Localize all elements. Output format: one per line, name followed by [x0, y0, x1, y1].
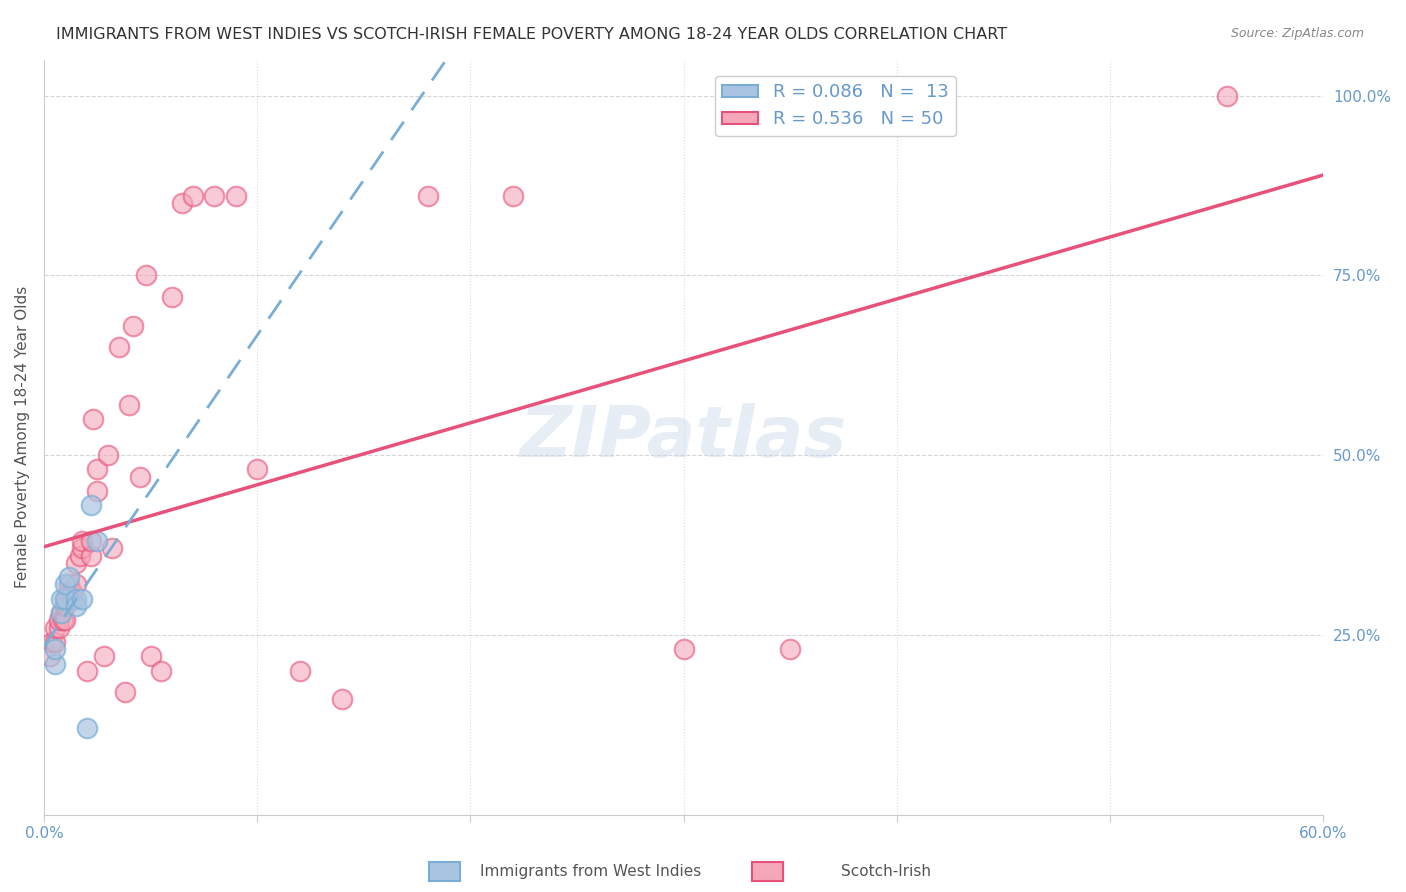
Point	[44, 621, 66, 635]
Point	[58, 570, 80, 584]
Point	[160, 290, 183, 304]
Point	[65, 577, 87, 591]
Point	[53, 599, 76, 613]
Point	[779, 642, 801, 657]
Point	[416, 189, 439, 203]
Point	[53, 577, 76, 591]
Point	[44, 657, 66, 671]
Point	[39, 649, 62, 664]
Point	[48, 621, 70, 635]
Point	[139, 649, 162, 664]
Point	[53, 614, 76, 628]
Y-axis label: Female Poverty Among 18-24 Year Olds: Female Poverty Among 18-24 Year Olds	[15, 286, 30, 588]
Point	[58, 577, 80, 591]
Point	[49, 591, 72, 606]
Point	[49, 606, 72, 620]
Text: Source: ZipAtlas.com: Source: ZipAtlas.com	[1230, 27, 1364, 40]
Point	[41, 635, 63, 649]
Point	[122, 318, 145, 333]
Point	[53, 591, 76, 606]
Text: ZIPatlas: ZIPatlas	[520, 402, 848, 472]
Point	[101, 541, 124, 556]
Point	[118, 398, 141, 412]
Point	[86, 534, 108, 549]
Point	[76, 721, 98, 735]
Point	[502, 189, 524, 203]
Point	[52, 614, 75, 628]
Point	[65, 591, 87, 606]
Point	[288, 664, 311, 678]
Point	[69, 549, 91, 563]
Point	[58, 584, 80, 599]
Point	[172, 196, 194, 211]
Point	[150, 664, 173, 678]
Point	[181, 189, 204, 203]
Point	[332, 692, 354, 706]
Point	[60, 584, 83, 599]
Point	[128, 469, 150, 483]
Point	[82, 412, 104, 426]
Point	[48, 614, 70, 628]
Legend: R = 0.086   N =  13, R = 0.536   N = 50: R = 0.086 N = 13, R = 0.536 N = 50	[716, 76, 956, 136]
Text: Scotch-Irish: Scotch-Irish	[841, 863, 931, 879]
Point	[56, 591, 79, 606]
Point	[86, 483, 108, 498]
Point	[76, 664, 98, 678]
Point	[65, 599, 87, 613]
Point	[86, 462, 108, 476]
Text: Immigrants from West Indies: Immigrants from West Indies	[479, 863, 702, 879]
Point	[1216, 88, 1239, 103]
Point	[65, 556, 87, 570]
Point	[225, 189, 247, 203]
Point	[114, 685, 136, 699]
Point	[44, 635, 66, 649]
Point	[60, 591, 83, 606]
Point	[97, 448, 120, 462]
Point	[204, 189, 226, 203]
Point	[672, 642, 695, 657]
Point	[107, 340, 129, 354]
Point	[93, 649, 115, 664]
Point	[72, 534, 94, 549]
Point	[80, 534, 103, 549]
Text: IMMIGRANTS FROM WEST INDIES VS SCOTCH-IRISH FEMALE POVERTY AMONG 18-24 YEAR OLDS: IMMIGRANTS FROM WEST INDIES VS SCOTCH-IR…	[56, 27, 1007, 42]
Point	[44, 642, 66, 657]
Point	[49, 606, 72, 620]
Point	[246, 462, 269, 476]
Point	[80, 549, 103, 563]
Point	[72, 591, 94, 606]
Point	[135, 268, 157, 283]
Point	[80, 499, 103, 513]
Point	[72, 541, 94, 556]
